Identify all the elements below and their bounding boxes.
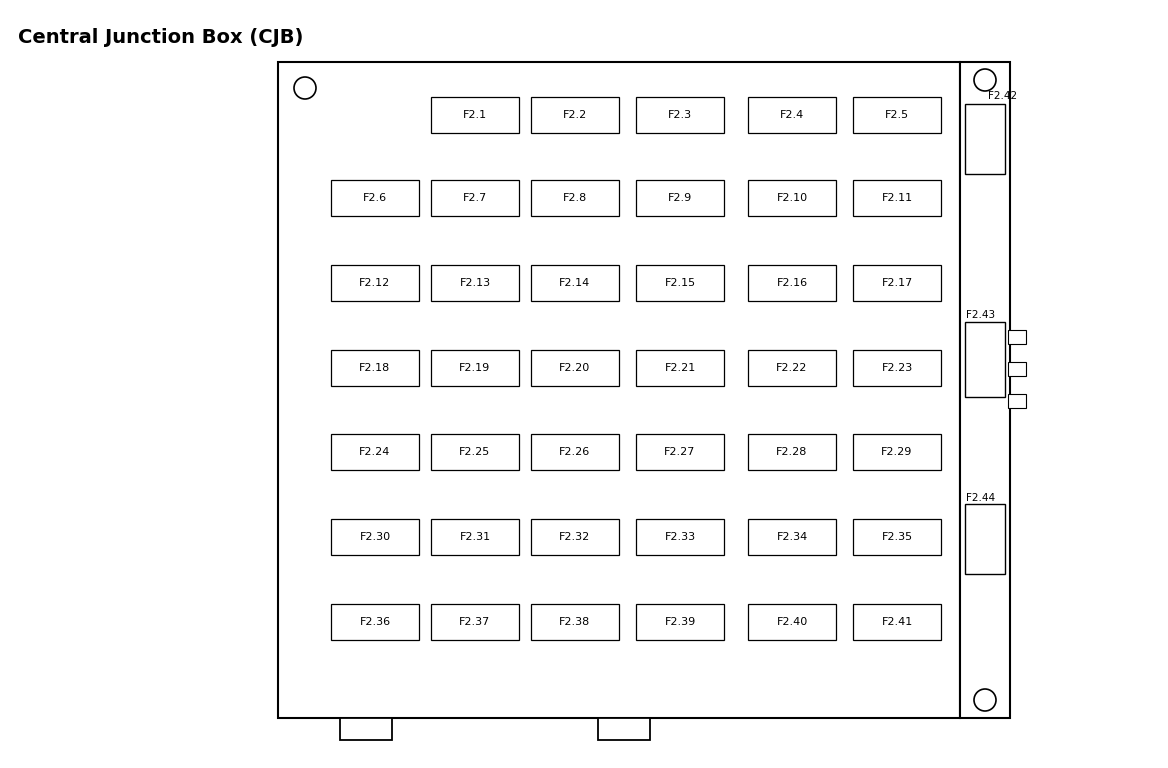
Text: F2.31: F2.31 — [459, 532, 491, 542]
Bar — [531, 97, 619, 133]
Text: F2.30: F2.30 — [360, 532, 390, 542]
Text: F2.16: F2.16 — [777, 278, 807, 288]
Bar — [431, 180, 519, 216]
Bar — [331, 519, 419, 555]
Text: F2.27: F2.27 — [665, 447, 696, 457]
Bar — [748, 604, 836, 640]
Text: F2.2: F2.2 — [563, 110, 588, 120]
Text: F2.1: F2.1 — [463, 110, 487, 120]
Bar — [748, 180, 836, 216]
Bar — [853, 604, 941, 640]
Bar — [531, 265, 619, 301]
Bar — [748, 265, 836, 301]
Text: F2.42: F2.42 — [988, 91, 1017, 101]
Bar — [853, 97, 941, 133]
Text: F2.9: F2.9 — [668, 193, 693, 203]
Text: F2.37: F2.37 — [459, 617, 491, 627]
Text: F2.24: F2.24 — [360, 447, 390, 457]
Circle shape — [294, 77, 317, 99]
Bar — [431, 434, 519, 470]
Text: F2.3: F2.3 — [668, 110, 693, 120]
Text: F2.10: F2.10 — [777, 193, 807, 203]
Text: F2.20: F2.20 — [559, 363, 591, 373]
Bar — [331, 350, 419, 386]
Text: F2.40: F2.40 — [777, 617, 807, 627]
Text: F2.26: F2.26 — [559, 447, 591, 457]
Text: F2.32: F2.32 — [559, 532, 591, 542]
Text: F2.28: F2.28 — [777, 447, 808, 457]
Bar — [531, 350, 619, 386]
Text: F2.19: F2.19 — [459, 363, 491, 373]
Bar — [637, 604, 724, 640]
Bar — [278, 62, 960, 718]
Text: F2.25: F2.25 — [459, 447, 491, 457]
Text: F2.39: F2.39 — [665, 617, 696, 627]
Text: F2.43: F2.43 — [966, 310, 995, 320]
Bar — [637, 97, 724, 133]
Text: F2.34: F2.34 — [777, 532, 807, 542]
Text: F2.6: F2.6 — [363, 193, 387, 203]
Bar — [965, 322, 1004, 397]
Bar — [853, 180, 941, 216]
Text: F2.4: F2.4 — [780, 110, 804, 120]
Bar — [531, 604, 619, 640]
Bar — [531, 180, 619, 216]
Bar — [748, 97, 836, 133]
Bar — [853, 519, 941, 555]
Text: F2.44: F2.44 — [966, 493, 995, 503]
Text: F2.38: F2.38 — [559, 617, 591, 627]
Bar — [853, 434, 941, 470]
Bar — [431, 604, 519, 640]
Bar — [598, 718, 651, 740]
Bar — [331, 604, 419, 640]
Bar — [431, 350, 519, 386]
Text: F2.41: F2.41 — [882, 617, 912, 627]
Text: F2.33: F2.33 — [665, 532, 696, 542]
Bar — [960, 62, 1010, 718]
Text: F2.14: F2.14 — [559, 278, 591, 288]
Text: F2.13: F2.13 — [459, 278, 491, 288]
Bar — [965, 104, 1004, 174]
Bar — [340, 718, 392, 740]
Bar — [531, 434, 619, 470]
Bar — [748, 519, 836, 555]
Circle shape — [974, 689, 996, 711]
Text: F2.7: F2.7 — [463, 193, 487, 203]
Text: F2.11: F2.11 — [882, 193, 912, 203]
Text: F2.36: F2.36 — [360, 617, 390, 627]
Bar — [331, 265, 419, 301]
Bar — [431, 97, 519, 133]
Text: F2.12: F2.12 — [360, 278, 390, 288]
Bar — [1008, 394, 1026, 408]
Bar — [431, 265, 519, 301]
Bar — [637, 350, 724, 386]
Text: F2.15: F2.15 — [665, 278, 696, 288]
Text: Central Junction Box (CJB): Central Junction Box (CJB) — [18, 28, 304, 47]
Text: F2.23: F2.23 — [882, 363, 912, 373]
Text: F2.8: F2.8 — [563, 193, 588, 203]
Bar — [331, 434, 419, 470]
Bar — [637, 434, 724, 470]
Bar — [965, 504, 1004, 574]
Text: F2.29: F2.29 — [882, 447, 912, 457]
Text: F2.21: F2.21 — [665, 363, 696, 373]
Circle shape — [974, 69, 996, 91]
Bar — [748, 434, 836, 470]
Bar — [531, 519, 619, 555]
Text: F2.5: F2.5 — [885, 110, 909, 120]
Bar — [1008, 330, 1026, 344]
Text: F2.22: F2.22 — [777, 363, 808, 373]
Bar — [637, 265, 724, 301]
Bar — [637, 180, 724, 216]
Bar — [1008, 362, 1026, 376]
Text: F2.17: F2.17 — [882, 278, 912, 288]
Bar — [637, 519, 724, 555]
Bar — [431, 519, 519, 555]
Bar — [853, 265, 941, 301]
Text: F2.35: F2.35 — [882, 532, 912, 542]
Text: F2.18: F2.18 — [360, 363, 390, 373]
Bar — [748, 350, 836, 386]
Bar — [853, 350, 941, 386]
Bar — [331, 180, 419, 216]
